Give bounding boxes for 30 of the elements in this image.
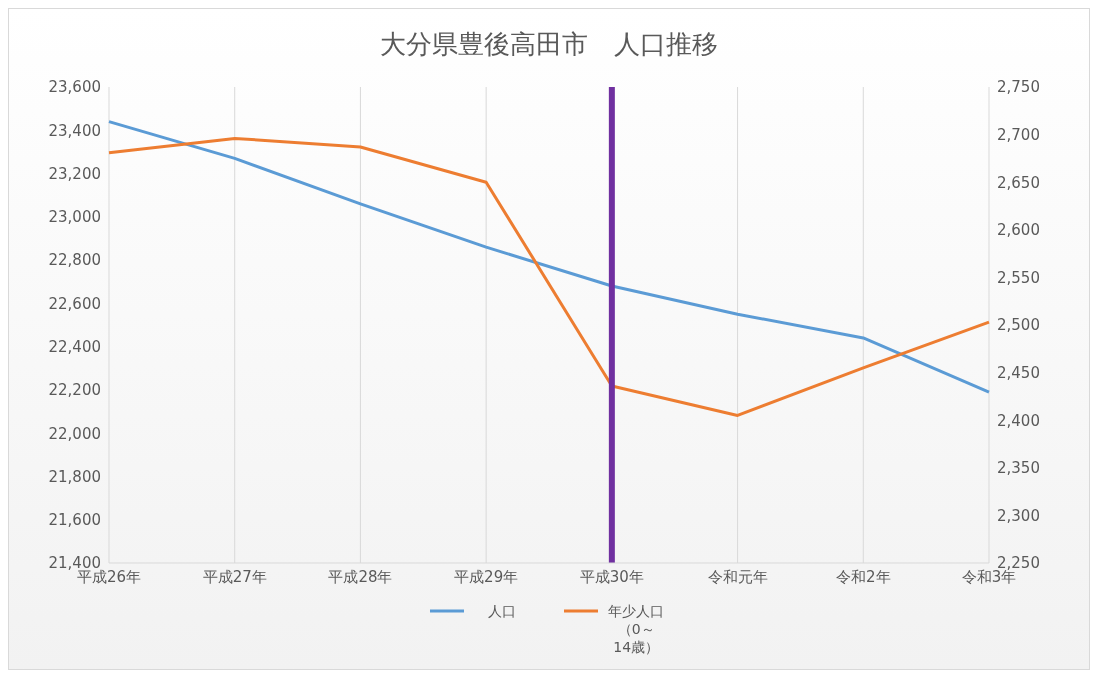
y2-tick-label: 2,550	[997, 268, 1040, 287]
y2-tick-label: 2,400	[997, 411, 1040, 430]
y-tick-label: 22,000	[48, 424, 101, 443]
y-tick-label: 23,400	[48, 121, 101, 140]
x-tick-label: 平成28年	[328, 567, 393, 586]
y-tick-label: 21,800	[48, 467, 101, 486]
y2-tick-label: 2,700	[997, 125, 1040, 144]
chart-title: 大分県豊後高田市 人口推移	[379, 28, 719, 61]
y2-tick-label: 2,600	[997, 221, 1040, 240]
y-tick-label: 22,200	[48, 381, 101, 400]
x-tick-label: 平成29年	[454, 567, 519, 586]
y2-tick-label: 2,500	[997, 316, 1040, 335]
y-tick-label: 23,000	[48, 208, 101, 227]
x-tick-label: 令和元年	[707, 567, 768, 586]
x-tick-label: 平成27年	[202, 567, 267, 586]
y-tick-label: 23,200	[48, 164, 101, 183]
y2-tick-label: 2,450	[997, 363, 1040, 382]
legend-label: 年少人口（0～14歳）	[607, 603, 666, 657]
legend-label: 人口	[486, 603, 517, 621]
y2-tick-label: 2,650	[997, 173, 1040, 192]
x-tick-label: 平成30年	[579, 567, 644, 586]
y-tick-label: 22,600	[48, 294, 101, 313]
y-tick-label: 23,600	[48, 78, 101, 97]
y-tick-label: 21,600	[48, 511, 101, 530]
y2-tick-label: 2,750	[997, 78, 1040, 97]
x-tick-label: 令和2年	[836, 567, 891, 586]
y-tick-label: 22,400	[48, 337, 101, 356]
y2-tick-label: 2,300	[997, 506, 1040, 525]
y-tick-label: 22,800	[48, 251, 101, 270]
y2-tick-label: 2,350	[997, 459, 1040, 478]
